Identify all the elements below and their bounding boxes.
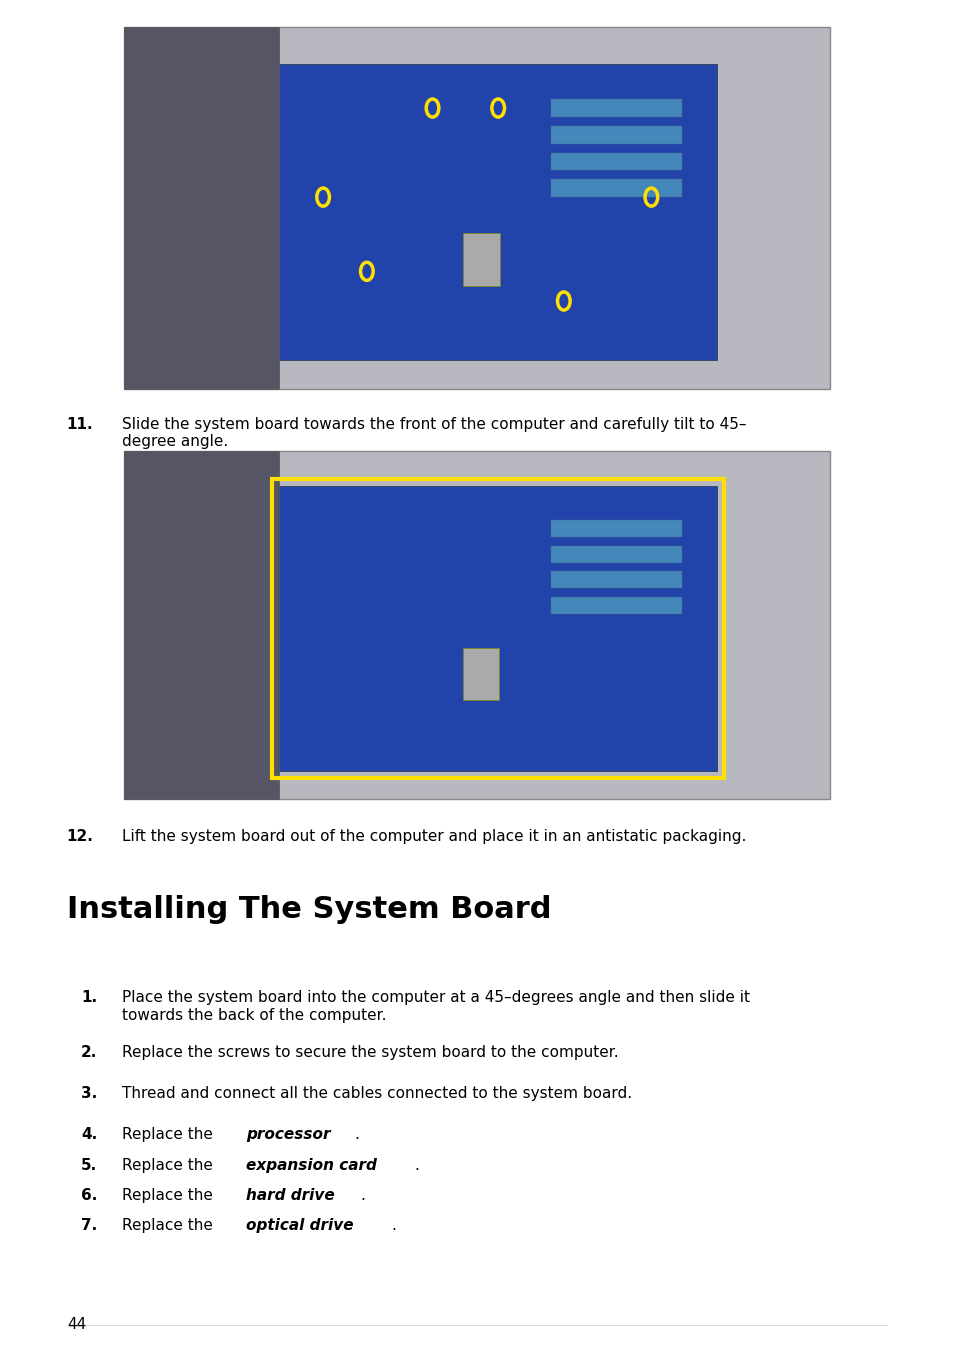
Text: Replace the screws to secure the system board to the computer.: Replace the screws to secure the system … (122, 1045, 618, 1060)
Text: 5.: 5. (81, 1158, 97, 1173)
FancyBboxPatch shape (462, 649, 498, 699)
FancyBboxPatch shape (279, 486, 717, 772)
Text: optical drive: optical drive (246, 1218, 358, 1233)
Text: Lift the system board out of the computer and place it in an antistatic packagin: Lift the system board out of the compute… (122, 829, 745, 844)
FancyBboxPatch shape (279, 63, 717, 361)
FancyBboxPatch shape (462, 232, 500, 285)
Text: 44: 44 (67, 1317, 86, 1332)
Text: Thread and connect all the cables connected to the system board.: Thread and connect all the cables connec… (122, 1086, 632, 1101)
Text: 6.: 6. (81, 1188, 97, 1203)
Text: .: . (391, 1218, 395, 1233)
Text: .: . (355, 1127, 359, 1142)
Text: Replace the: Replace the (122, 1188, 217, 1203)
Text: Replace the: Replace the (122, 1127, 217, 1142)
Text: processor: processor (246, 1127, 330, 1142)
FancyBboxPatch shape (124, 451, 829, 799)
Text: expansion card: expansion card (246, 1158, 376, 1173)
FancyBboxPatch shape (550, 126, 681, 143)
Text: .: . (415, 1158, 419, 1173)
Text: Slide the system board towards the front of the computer and carefully tilt to 4: Slide the system board towards the front… (122, 417, 746, 449)
Text: Replace the: Replace the (122, 1158, 217, 1173)
Text: 2.: 2. (81, 1045, 97, 1060)
Text: 3.: 3. (81, 1086, 97, 1101)
Text: 1.: 1. (81, 990, 97, 1005)
FancyBboxPatch shape (550, 545, 681, 563)
Text: hard drive: hard drive (246, 1188, 335, 1203)
FancyBboxPatch shape (124, 451, 279, 799)
FancyBboxPatch shape (550, 571, 681, 589)
FancyBboxPatch shape (550, 100, 681, 117)
Text: .: . (360, 1188, 365, 1203)
FancyBboxPatch shape (124, 27, 829, 389)
FancyBboxPatch shape (124, 27, 279, 389)
FancyBboxPatch shape (550, 597, 681, 615)
FancyBboxPatch shape (550, 153, 681, 171)
Text: Replace the: Replace the (122, 1218, 217, 1233)
Text: Place the system board into the computer at a 45–degrees angle and then slide it: Place the system board into the computer… (122, 990, 749, 1023)
FancyBboxPatch shape (550, 520, 681, 537)
Text: 12.: 12. (67, 829, 93, 844)
Text: 7.: 7. (81, 1218, 97, 1233)
Text: 11.: 11. (67, 417, 93, 432)
FancyBboxPatch shape (550, 179, 681, 197)
Text: Installing The System Board: Installing The System Board (67, 895, 551, 923)
Text: 4.: 4. (81, 1127, 97, 1142)
